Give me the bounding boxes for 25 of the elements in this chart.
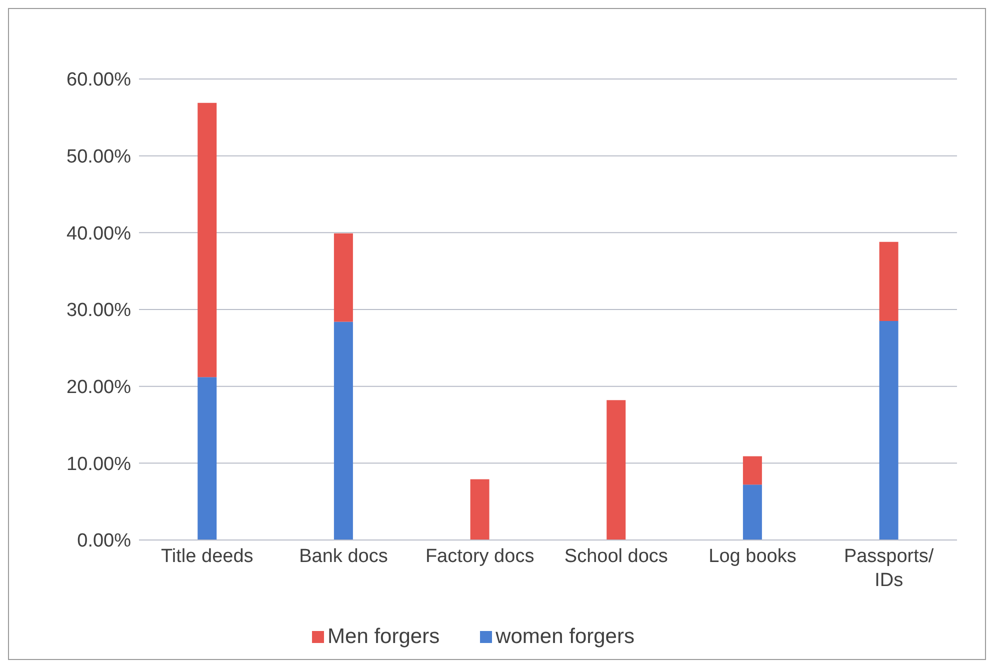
bar <box>198 377 217 540</box>
y-tick-label: 30.00% <box>66 300 132 322</box>
bar <box>606 400 626 540</box>
y-tick-label: 50.00% <box>66 146 132 168</box>
x-tick-label: School docs <box>564 546 668 567</box>
y-tick-label: 60.00% <box>66 70 132 91</box>
bar <box>879 242 898 322</box>
y-tick-label: 10.00% <box>66 454 132 475</box>
bar <box>470 479 490 540</box>
x-tick-label: Factory docs <box>425 546 534 567</box>
legend-label: Men forgers <box>328 625 440 648</box>
x-tick-label: Log books <box>708 546 796 567</box>
bar <box>334 322 353 540</box>
x-tick-label: Title deeds <box>161 546 254 567</box>
x-tick-label: Passports/ IDs <box>844 546 934 591</box>
bar <box>334 233 353 322</box>
bar <box>742 484 762 540</box>
y-tick-label: 0.00% <box>77 530 132 552</box>
bar <box>198 102 217 378</box>
legend-label: women forgers <box>496 625 634 648</box>
y-tick-label: 20.00% <box>66 377 132 398</box>
bar <box>879 321 898 540</box>
bar <box>742 456 762 485</box>
y-tick-label: 40.00% <box>66 223 132 244</box>
x-tick-label: Bank docs <box>299 546 388 567</box>
